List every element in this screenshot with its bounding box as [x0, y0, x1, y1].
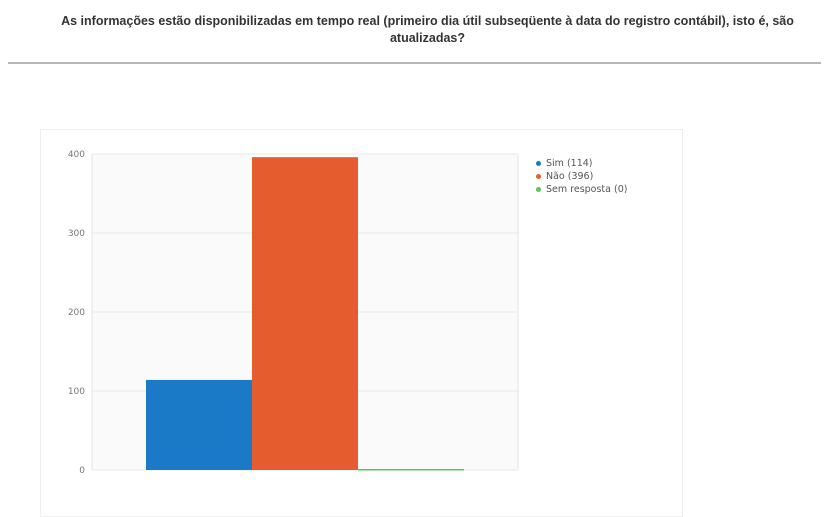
- question-title: As informações estão disponibilizadas em…: [40, 13, 815, 47]
- legend-marker-icon: [536, 174, 541, 179]
- legend-marker-icon: [536, 187, 541, 192]
- bar-nao[interactable]: [252, 157, 358, 470]
- legend-label: Sim (114): [546, 158, 593, 169]
- chart-panel: 0 100 200 300 400 Sim (114) Não (396) Sem resp…: [40, 129, 683, 517]
- legend-item[interactable]: Sim (114): [536, 157, 627, 170]
- bar-sim[interactable]: [146, 380, 252, 470]
- y-tick-label: 400: [68, 150, 85, 160]
- y-tick-label: 300: [68, 229, 85, 239]
- legend-item[interactable]: Sem resposta (0): [536, 183, 627, 196]
- legend-marker-icon: [536, 161, 541, 166]
- title-divider: [8, 62, 821, 64]
- chart-legend: Sim (114) Não (396) Sem resposta (0): [536, 157, 627, 196]
- y-tick-label: 0: [79, 466, 85, 476]
- legend-label: Sem resposta (0): [546, 184, 627, 195]
- y-tick-label: 100: [68, 387, 85, 397]
- legend-item[interactable]: Não (396): [536, 170, 627, 183]
- legend-label: Não (396): [546, 171, 593, 182]
- bar-sem-resposta[interactable]: [358, 469, 464, 471]
- y-tick-label: 200: [68, 308, 85, 318]
